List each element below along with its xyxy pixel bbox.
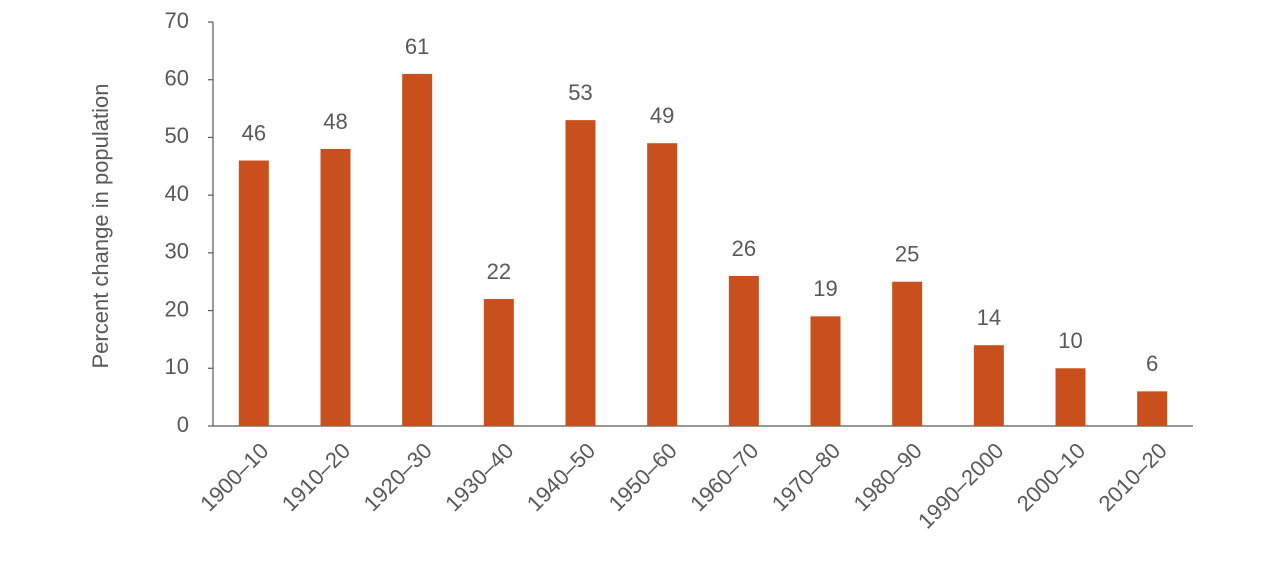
y-tick-label: 30 [165, 239, 189, 264]
bar [728, 275, 759, 426]
bar [1055, 368, 1086, 426]
data-label: 22 [487, 259, 511, 284]
bar [810, 316, 841, 426]
data-label: 46 [242, 120, 266, 145]
y-tick-label: 10 [165, 354, 189, 379]
x-tick-label: 1970–80 [767, 438, 845, 516]
data-label: 6 [1146, 351, 1158, 376]
x-tick-label: 2010–20 [1094, 438, 1172, 516]
bar [565, 120, 596, 426]
x-tick-label: 1940–50 [522, 438, 600, 516]
x-tick-label: 1990–2000 [913, 438, 1009, 534]
data-label: 19 [813, 276, 837, 301]
data-label: 26 [732, 236, 756, 261]
x-tick-label: 1930–40 [440, 438, 518, 516]
y-axis-title: Percent change in population [88, 84, 113, 369]
x-tick-label: 1950–60 [604, 438, 682, 516]
data-label: 10 [1058, 328, 1082, 353]
y-tick-label: 20 [165, 296, 189, 321]
y-tick-label: 50 [165, 123, 189, 148]
x-tick-label: 1960–70 [685, 438, 763, 516]
bar [320, 148, 351, 426]
x-tick-label: 1980–90 [849, 438, 927, 516]
x-tick-label: 2000–10 [1012, 438, 1090, 516]
y-tick-label: 40 [165, 181, 189, 206]
data-label: 61 [405, 34, 429, 59]
y-tick-label: 70 [165, 8, 189, 33]
bar [892, 281, 923, 426]
y-tick-label: 0 [177, 412, 189, 437]
x-tick-label: 1920–30 [359, 438, 437, 516]
data-label: 53 [568, 80, 592, 105]
data-label: 48 [323, 109, 347, 134]
bar [483, 299, 514, 426]
bar [1137, 391, 1168, 426]
bar [238, 160, 269, 426]
bar [402, 73, 433, 426]
x-tick-label: 1910–20 [277, 438, 355, 516]
x-tick-label: 1900–10 [195, 438, 273, 516]
bar [973, 345, 1004, 426]
data-label: 14 [977, 305, 1001, 330]
y-tick-label: 60 [165, 66, 189, 91]
bar [647, 143, 678, 426]
data-label: 25 [895, 242, 919, 267]
data-label: 49 [650, 103, 674, 128]
